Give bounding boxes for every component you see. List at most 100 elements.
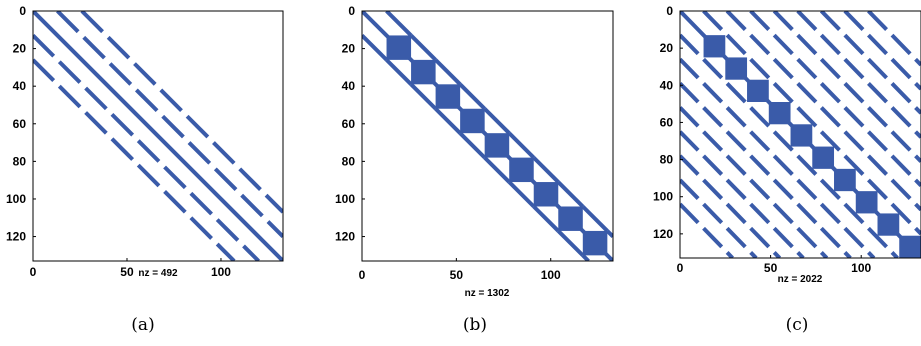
off-diagonal-segment [772, 202, 794, 225]
x-tick-label: 100 [541, 268, 561, 282]
off-diagonal-segment [362, 34, 388, 62]
off-diagonal-segment [914, 178, 921, 187]
panel-b-x-ticks: 0 50 100 [359, 258, 561, 282]
off-diagonal-segment [409, 82, 438, 111]
off-diagonal-segment [702, 130, 724, 152]
off-diagonal-segment [680, 178, 700, 200]
y-tick-label: 40 [342, 79, 356, 93]
off-diagonal-segment [240, 193, 264, 218]
off-diagonal-segment [110, 112, 135, 137]
off-diagonal-segment [890, 106, 912, 128]
off-diagonal-segment [843, 33, 865, 56]
panel-b-caption: (b) [463, 315, 487, 335]
off-diagonal-segment [725, 202, 747, 225]
off-diagonal-segment [189, 191, 213, 216]
y-tick-label: 100 [335, 192, 355, 206]
off-diagonal-segment [772, 82, 794, 104]
off-diagonal-segment [843, 82, 865, 104]
panel-a-frame [32, 10, 284, 262]
off-diagonal-segment [772, 154, 794, 176]
off-diagonal-segment [680, 202, 700, 225]
off-diagonal-segment [772, 226, 794, 249]
off-diagonal-segment [80, 11, 104, 34]
y-tick-label: 0 [666, 4, 673, 18]
off-diagonal-segment [266, 220, 283, 238]
y-tick-label: 60 [13, 117, 27, 131]
off-diagonal-segment [106, 35, 131, 60]
y-tick-label: 0 [19, 4, 26, 18]
x-tick-label: 100 [851, 261, 871, 275]
y-tick-label: 60 [660, 115, 674, 129]
off-diagonal-segment [796, 11, 818, 31]
off-diagonal-segment [33, 58, 56, 82]
y-tick-label: 120 [653, 227, 673, 241]
off-diagonal-segment [458, 131, 487, 160]
off-diagonal-segment [409, 34, 438, 62]
off-diagonal-segment [136, 139, 161, 163]
off-diagonal-segment [702, 178, 724, 200]
off-diagonal-segment [867, 178, 889, 200]
off-diagonal-segment [680, 82, 700, 104]
y-tick-label: 120 [335, 230, 355, 244]
off-diagonal-segment [725, 106, 747, 128]
off-diagonal-segment [56, 11, 80, 34]
off-diagonal-segment [680, 154, 700, 176]
off-diagonal-segment [749, 226, 771, 249]
off-diagonal-segment [159, 88, 183, 113]
off-diagonal-segment [725, 226, 747, 249]
off-diagonal-segment [702, 57, 724, 80]
off-diagonal-segment [914, 106, 921, 115]
off-diagonal-segment [725, 33, 747, 56]
y-tick-label: 120 [6, 230, 26, 244]
off-diagonal-segment [772, 178, 794, 200]
panel-a: 0 20 40 60 80 100 120 0 50 100 nz = 492 (a) [6, 4, 284, 335]
y-tick-label: 40 [660, 78, 674, 92]
panel-c-x-label: nz = 2022 [778, 274, 823, 285]
y-tick-label: 60 [342, 117, 356, 131]
off-diagonal-segment [385, 58, 413, 86]
off-diagonal-segment [796, 57, 818, 80]
off-diagonal-segment [749, 178, 771, 200]
off-diagonal-segment [136, 163, 161, 188]
off-diagonal-segment [238, 167, 262, 191]
off-diagonal-segment [581, 205, 609, 233]
off-diagonal-segment [57, 60, 82, 84]
off-diagonal-segment [507, 180, 536, 208]
off-diagonal-segment [507, 131, 536, 160]
panel-a-caption: (a) [131, 315, 154, 335]
diagonal-block [509, 157, 534, 183]
off-diagonal-segment [796, 33, 818, 56]
panel-b-frame [361, 10, 614, 262]
off-diagonal-segment [890, 202, 912, 225]
panel-c-frame [679, 10, 921, 259]
off-diagonal-segment [819, 33, 841, 56]
diagonal-block [877, 213, 900, 236]
off-diagonal-segment [108, 62, 133, 86]
x-tick-label: 50 [120, 265, 134, 279]
off-diagonal-segment [749, 251, 758, 258]
off-diagonal-segment [702, 106, 724, 128]
off-diagonal-segment [796, 226, 818, 249]
y-tick-label: 100 [6, 192, 26, 206]
off-diagonal-segment [434, 107, 462, 135]
diagonal-block [386, 35, 412, 60]
panel-b-marks [362, 11, 613, 261]
off-diagonal-segment [867, 33, 889, 56]
diagonal-block [703, 35, 726, 58]
off-diagonal-segment [187, 141, 212, 165]
diagonal-block [834, 168, 856, 192]
diagonal-block [899, 235, 921, 258]
off-diagonal-segment [843, 11, 865, 31]
off-diagonal-segment [749, 202, 771, 225]
diagonal-block [435, 84, 461, 109]
y-tick-label: 20 [342, 42, 356, 56]
off-diagonal-segment [702, 154, 724, 176]
panel-b: 0 20 40 60 80 100 120 0 50 100 nz = 1302 (b) [335, 4, 614, 335]
off-diagonal-segment [134, 88, 159, 113]
off-diagonal-segment [725, 154, 747, 176]
diagonal-block [855, 191, 878, 214]
panel-b-x-label: nz = 1302 [465, 288, 510, 299]
off-diagonal-segment [796, 178, 818, 200]
y-tick-label: 80 [660, 153, 674, 167]
